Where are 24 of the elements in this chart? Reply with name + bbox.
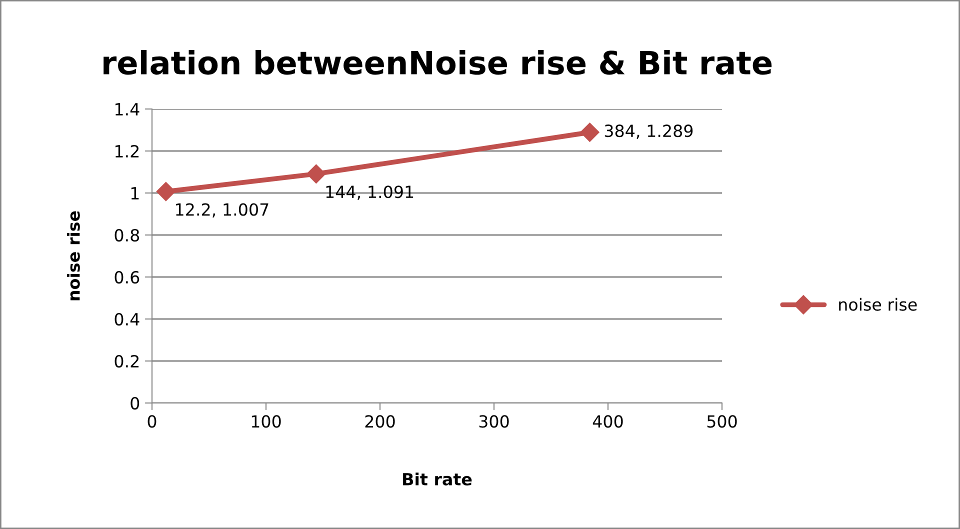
- x-tick-label: 400: [592, 415, 623, 428]
- data-label: 12.2, 1.007: [176, 203, 268, 218]
- y-tick-label: 0.4: [114, 312, 140, 326]
- x-tick-label: 500: [707, 415, 737, 428]
- point: [580, 122, 600, 142]
- x-axis-title: Bit rate: [403, 472, 472, 486]
- y-tick-label: 1.2: [116, 144, 139, 158]
- data-label: 144, 1.091: [326, 186, 414, 200]
- x-tick-label: 100: [252, 415, 281, 428]
- y-tick-label: 0.2: [114, 354, 139, 368]
- y-tick-label: 0: [130, 396, 140, 410]
- x-tick-label: 200: [365, 415, 395, 428]
- legend-label: noise rise: [839, 298, 917, 311]
- y-tick-label: 0.8: [114, 228, 140, 242]
- chart-title: relation betweenNoise rise & Bit rate: [104, 50, 772, 75]
- y-axis-title: noise rise: [67, 211, 80, 300]
- y-tick-label: 0.6: [114, 270, 140, 284]
- data-label: 384, 1.289: [604, 124, 693, 139]
- point: [306, 164, 326, 184]
- x-tick-label: 300: [479, 415, 509, 428]
- y-tick-label: 1.4: [116, 103, 140, 116]
- point: [156, 182, 176, 202]
- y-tick-label: 1: [131, 187, 139, 200]
- x-tick-label: 0: [148, 415, 156, 428]
